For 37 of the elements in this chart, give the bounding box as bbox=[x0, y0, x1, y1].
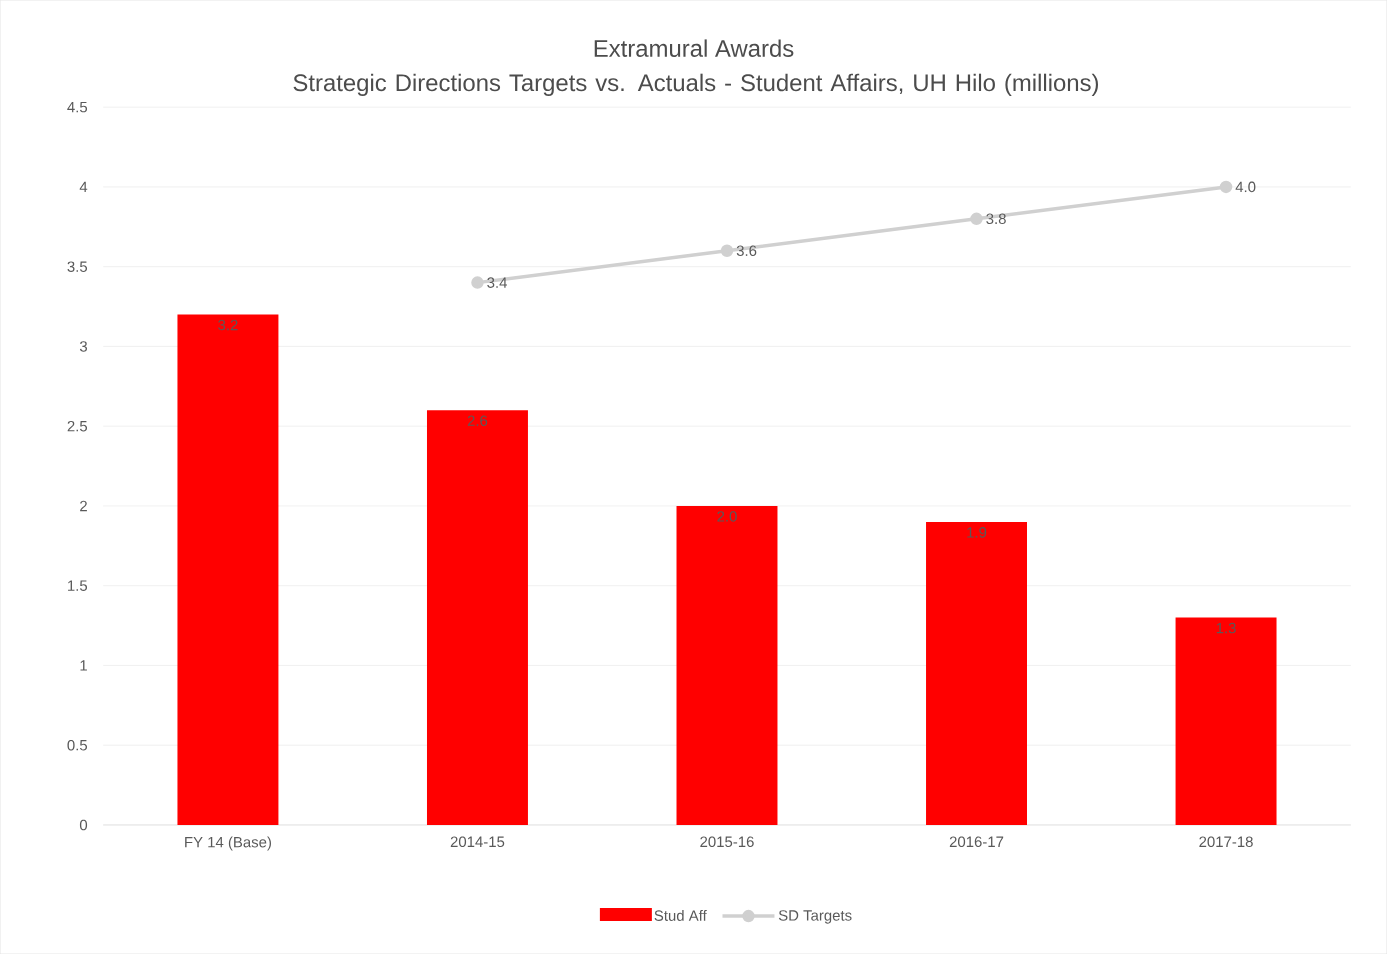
data-label: 4.0 bbox=[1235, 181, 1256, 193]
data-label: 3.2 bbox=[218, 319, 238, 331]
y-tick-label: 2.5 bbox=[67, 420, 88, 432]
y-tick-label: 4 bbox=[79, 181, 88, 193]
x-tick-label: 2014-15 bbox=[450, 836, 505, 847]
y-tick-label: 3 bbox=[79, 341, 88, 352]
data-label: 1.9 bbox=[967, 527, 987, 538]
data-label: 3.6 bbox=[736, 245, 757, 256]
x-tick-label: 2016-17 bbox=[949, 836, 1004, 847]
bar bbox=[926, 521, 1027, 825]
point bbox=[970, 212, 983, 226]
y-tick-label: 1 bbox=[80, 660, 87, 671]
point bbox=[1219, 180, 1233, 194]
x-tick-label: 2015-16 bbox=[700, 836, 754, 847]
y-tick-label: 3.5 bbox=[67, 261, 88, 272]
x-tick-label: FY 14 (Base) bbox=[185, 836, 271, 851]
chart-subtitle: Strategic Directions Targets vs. Actuals - Student Affairs, UH Hilo (millions) bbox=[293, 73, 1099, 96]
data-label: 2.0 bbox=[717, 511, 737, 522]
data-label: 1.3 bbox=[1216, 622, 1236, 634]
bar bbox=[676, 505, 778, 825]
bar bbox=[426, 410, 528, 825]
x-tick-label: 2017-18 bbox=[1199, 836, 1253, 847]
data-label: 3.4 bbox=[487, 277, 507, 288]
point bbox=[471, 276, 484, 289]
point bbox=[720, 244, 734, 257]
legend-label: Stud Aff bbox=[654, 909, 707, 921]
y-tick-label: 0.5 bbox=[67, 739, 88, 751]
y-tick-label: 4.5 bbox=[67, 101, 88, 113]
legend-label: SD Targets bbox=[778, 910, 852, 924]
y-tick-label: 0 bbox=[79, 819, 88, 831]
bar bbox=[1175, 617, 1277, 825]
y-tick-label: 2 bbox=[80, 500, 87, 512]
bar bbox=[177, 314, 279, 825]
data-label: 3.8 bbox=[986, 213, 1006, 225]
data-label: 2.6 bbox=[467, 415, 488, 426]
chart-title: Extramural Awards bbox=[594, 39, 794, 57]
y-tick-label: 1.5 bbox=[68, 580, 88, 591]
